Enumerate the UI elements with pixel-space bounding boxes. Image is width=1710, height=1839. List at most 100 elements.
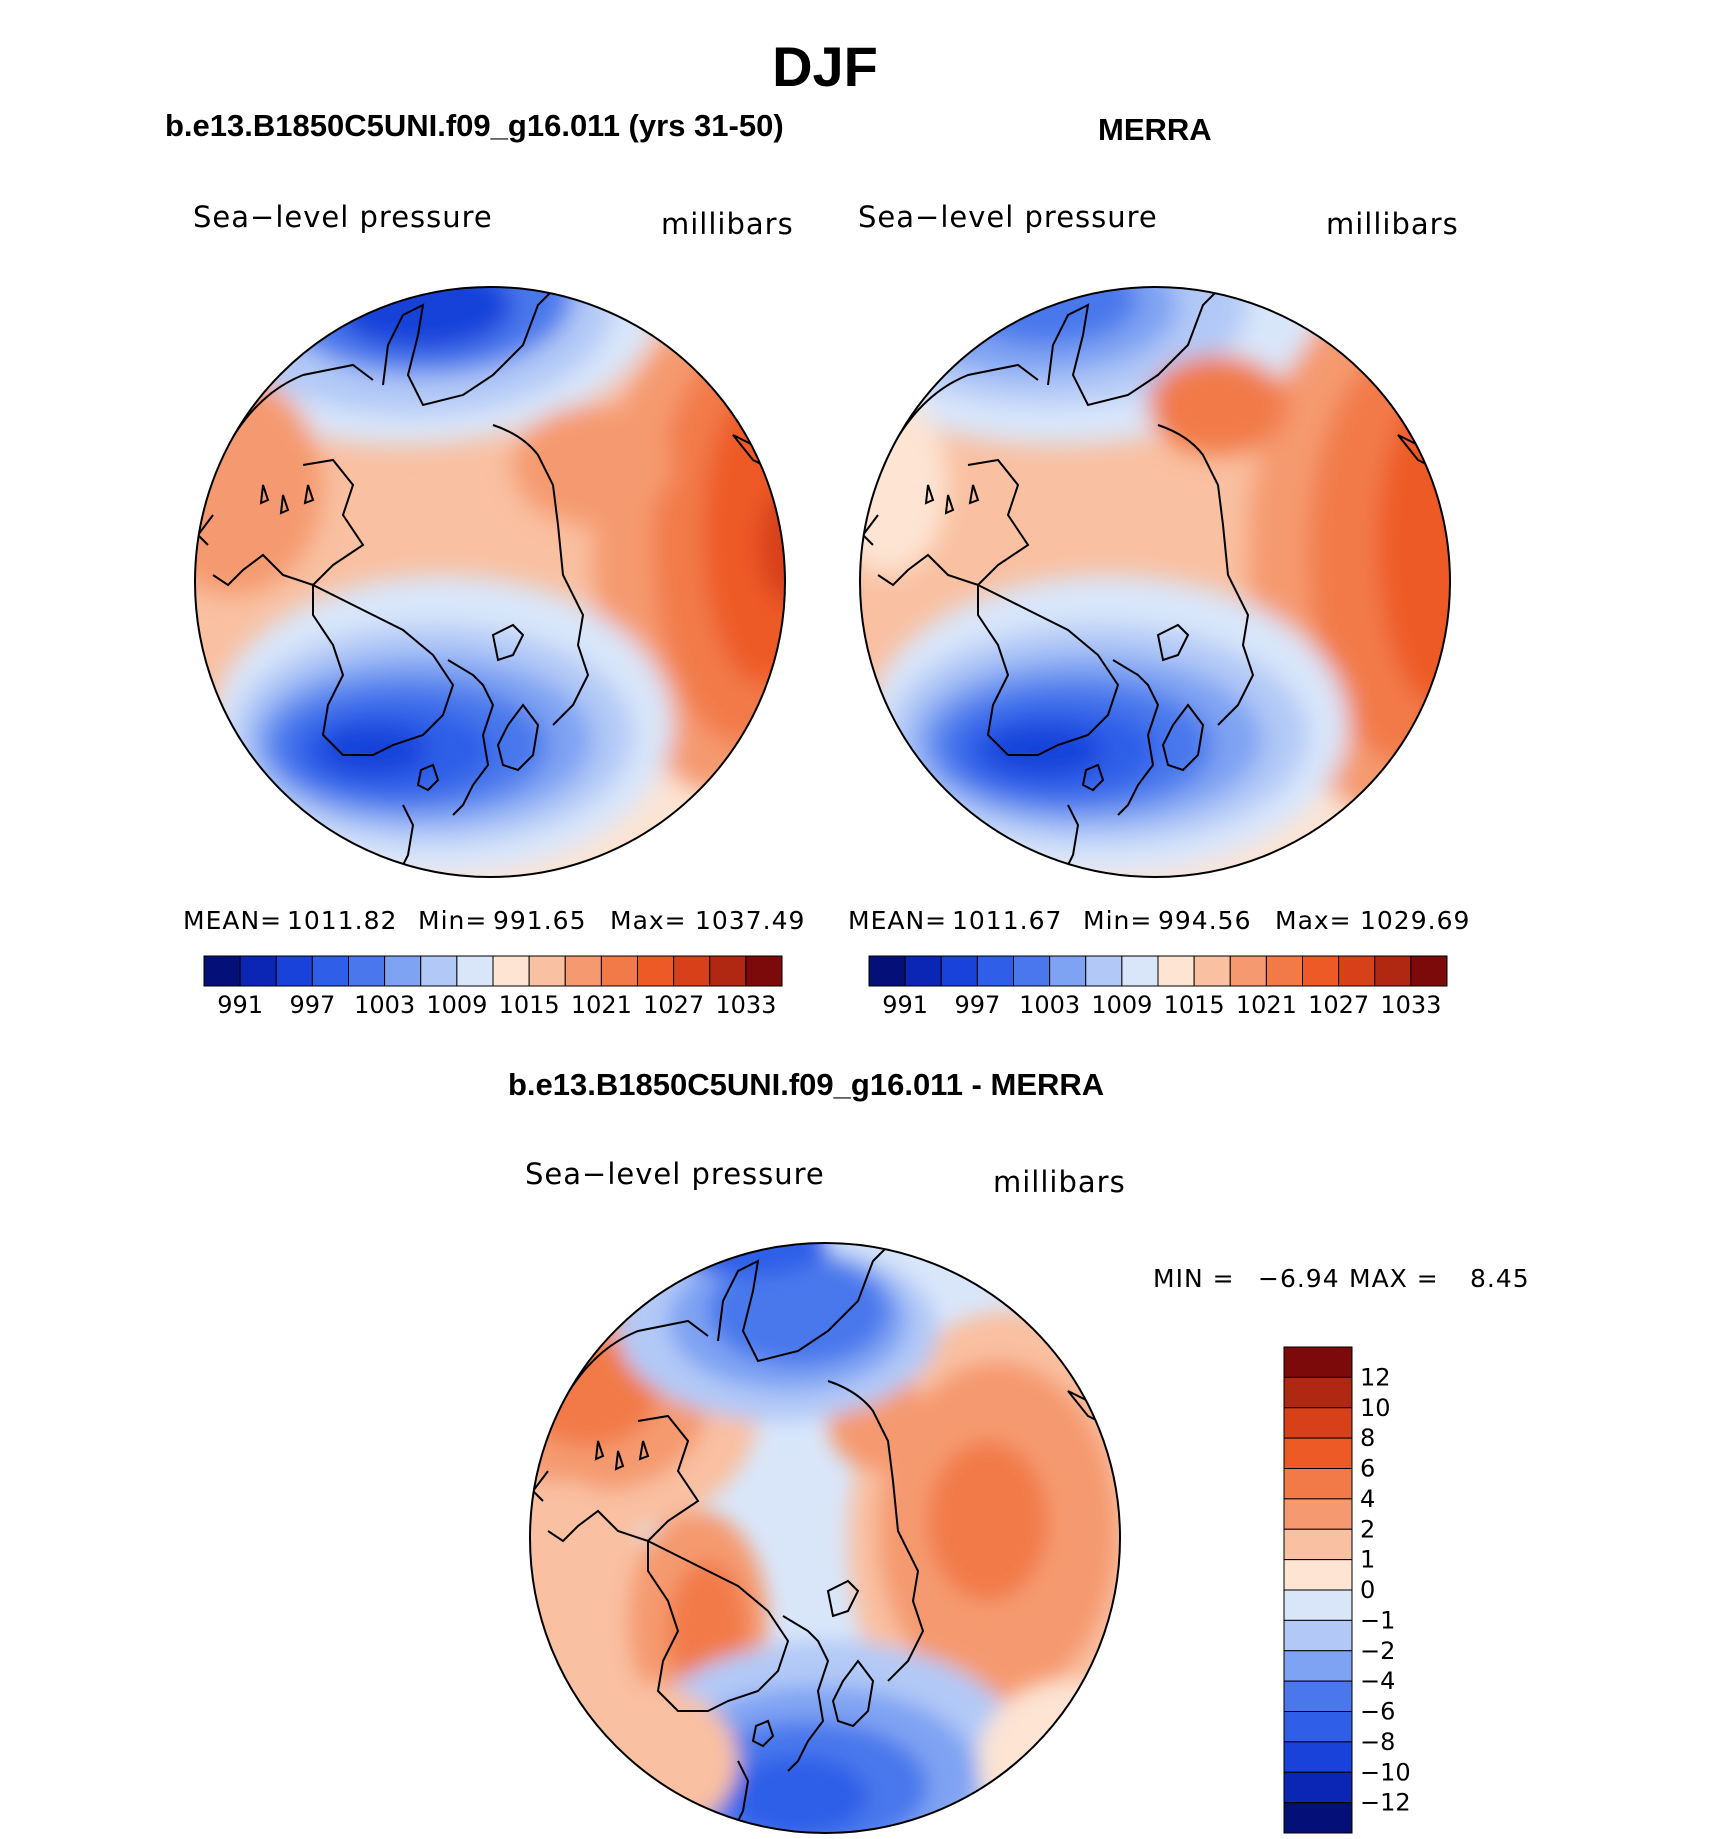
colorbar-difference-swatch (1283, 1437, 1353, 1469)
colorbar-difference-tick-label: 0 (1360, 1576, 1375, 1604)
colorbar-model-swatch (348, 955, 386, 987)
min-label-merra: Min= (1083, 906, 1153, 935)
colorbar-difference-swatch (1283, 1528, 1353, 1561)
units-label-model: millibars (661, 207, 794, 241)
colorbar-merra-swatch (1302, 955, 1340, 987)
colorbar-merra-swatch (1265, 955, 1303, 987)
colorbar-difference-swatch (1283, 1619, 1353, 1652)
mean-label-merra: MEAN= (848, 906, 948, 935)
max-value-model: 1037.49 (695, 906, 806, 935)
colorbar-model-swatch (600, 955, 638, 987)
colorbar-difference-tick-label: −4 (1360, 1667, 1395, 1695)
min-value-difference: −6.94 (1258, 1264, 1340, 1293)
colorbar-difference-swatch (1283, 1680, 1353, 1712)
colorbar-model-swatch (311, 955, 349, 987)
colorbar-model-tick-label: 1003 (354, 991, 415, 1019)
polar-map-merra (859, 286, 1451, 878)
colorbar-difference-swatch (1283, 1589, 1353, 1621)
colorbar-difference-swatch (1283, 1802, 1353, 1834)
colorbar-model-swatch (528, 955, 566, 987)
colorbar-model-swatch (564, 955, 602, 987)
colorbar-model-tick-label: 997 (289, 991, 335, 1019)
colorbar-difference-swatch (1283, 1468, 1353, 1500)
variable-label-difference: Sea−level pressure (525, 1157, 825, 1191)
max-label-model: Max= (610, 906, 687, 935)
colorbar-merra-swatch (1085, 955, 1123, 987)
colorbar-difference-swatch (1283, 1711, 1353, 1743)
colorbar-merra-tick-label: 1015 (1164, 991, 1225, 1019)
units-label-merra: millibars (1326, 207, 1459, 241)
colorbar-difference-tick-label: −1 (1360, 1606, 1395, 1634)
colorbar-model-swatch (384, 955, 422, 987)
colorbar-difference-tick-label: 1 (1360, 1546, 1375, 1574)
min-label-model: Min= (418, 906, 488, 935)
colorbar-difference-swatch (1283, 1376, 1353, 1409)
colorbar-model-tick-label: 1009 (426, 991, 487, 1019)
colorbar-difference-tick-label: −8 (1360, 1728, 1395, 1756)
colorbar-difference-swatch (1283, 1498, 1353, 1530)
mean-value-model: 1011.82 (287, 906, 398, 935)
colorbar-model-swatch (456, 955, 494, 987)
colorbar-model-swatch (420, 955, 458, 987)
colorbar-difference-swatch (1283, 1407, 1353, 1439)
max-label-difference: MAX = (1349, 1264, 1439, 1293)
colorbar-merra-swatch (868, 955, 906, 987)
colorbar-difference-swatch (1283, 1771, 1353, 1804)
max-value-difference: 8.45 (1470, 1264, 1530, 1293)
figure-title: DJF (772, 35, 878, 98)
colorbar-difference-tick-label: 2 (1360, 1515, 1375, 1543)
colorbar-difference-tick-label: 10 (1360, 1394, 1391, 1422)
colorbar-model-swatch (745, 955, 783, 987)
colorbar-merra-swatch (904, 955, 942, 987)
polar-map-difference (529, 1242, 1121, 1834)
colorbar-difference-tick-label: −2 (1360, 1637, 1395, 1665)
colorbar-difference-swatch (1283, 1346, 1353, 1378)
colorbar-merra-tick-label: 1003 (1019, 991, 1080, 1019)
units-label-difference: millibars (993, 1165, 1126, 1199)
colorbar-model-tick-label: 1033 (715, 991, 776, 1019)
mean-value-merra: 1011.67 (952, 906, 1063, 935)
max-label-merra: Max= (1275, 906, 1352, 935)
colorbar-difference-swatch (1283, 1559, 1353, 1591)
colorbar-merra-swatch (1193, 955, 1231, 987)
colorbar-merra: 991 997 1003 1009 1015 1021 1027 1033 (868, 955, 1448, 1019)
panel-title-difference: b.e13.B1850C5UNI.f09_g16.011 - MERRA (508, 1067, 1105, 1102)
colorbar-difference-tick-label: −6 (1360, 1698, 1395, 1726)
colorbar-model-tick-label: 1021 (571, 991, 632, 1019)
colorbar-merra-tick-label: 991 (882, 991, 928, 1019)
mean-label-model: MEAN= (183, 906, 283, 935)
colorbar-merra-swatch (1121, 955, 1159, 987)
colorbar-model-tick-label: 991 (217, 991, 263, 1019)
panel-title-merra: MERRA (1098, 112, 1212, 147)
colorbar-merra-swatch (1410, 955, 1448, 987)
colorbar-merra-tick-label: 1033 (1380, 991, 1441, 1019)
colorbar-merra-swatch (1374, 955, 1412, 987)
colorbar-model-tick-label: 1015 (499, 991, 560, 1019)
colorbar-model-swatch (673, 955, 711, 987)
colorbar-difference-tick-label: 12 (1360, 1363, 1391, 1391)
colorbar-merra-swatch (1049, 955, 1087, 987)
colorbar-model: 991 997 1003 1009 1015 1021 1027 1033 (203, 955, 783, 1019)
colorbar-merra-swatch (940, 955, 978, 987)
colorbar-difference-tick-label: 4 (1360, 1485, 1375, 1513)
variable-label-merra: Sea−level pressure (858, 200, 1158, 234)
colorbar-merra-tick-label: 1009 (1091, 991, 1152, 1019)
variable-label-model: Sea−level pressure (193, 200, 493, 234)
colorbar-merra-tick-label: 1021 (1236, 991, 1297, 1019)
max-value-merra: 1029.69 (1360, 906, 1471, 935)
colorbar-merra-swatch (976, 955, 1014, 987)
panel-title-model: b.e13.B1850C5UNI.f09_g16.011 (yrs 31-50) (165, 108, 784, 143)
colorbar-model-swatch (492, 955, 530, 987)
colorbar-difference-tick-label: 8 (1360, 1424, 1375, 1452)
colorbar-model-swatch (203, 955, 241, 987)
colorbar-model-swatch (637, 955, 675, 987)
colorbar-difference-tick-label: 6 (1360, 1455, 1375, 1483)
colorbar-model-tick-label: 1027 (643, 991, 704, 1019)
colorbar-merra-tick-label: 1027 (1308, 991, 1369, 1019)
colorbar-model-swatch (709, 955, 747, 987)
polar-map-model (194, 286, 786, 878)
colorbar-difference-swatch (1283, 1741, 1353, 1773)
colorbar-merra-swatch (1338, 955, 1376, 987)
colorbar-difference-tick-label: −10 (1360, 1758, 1411, 1786)
